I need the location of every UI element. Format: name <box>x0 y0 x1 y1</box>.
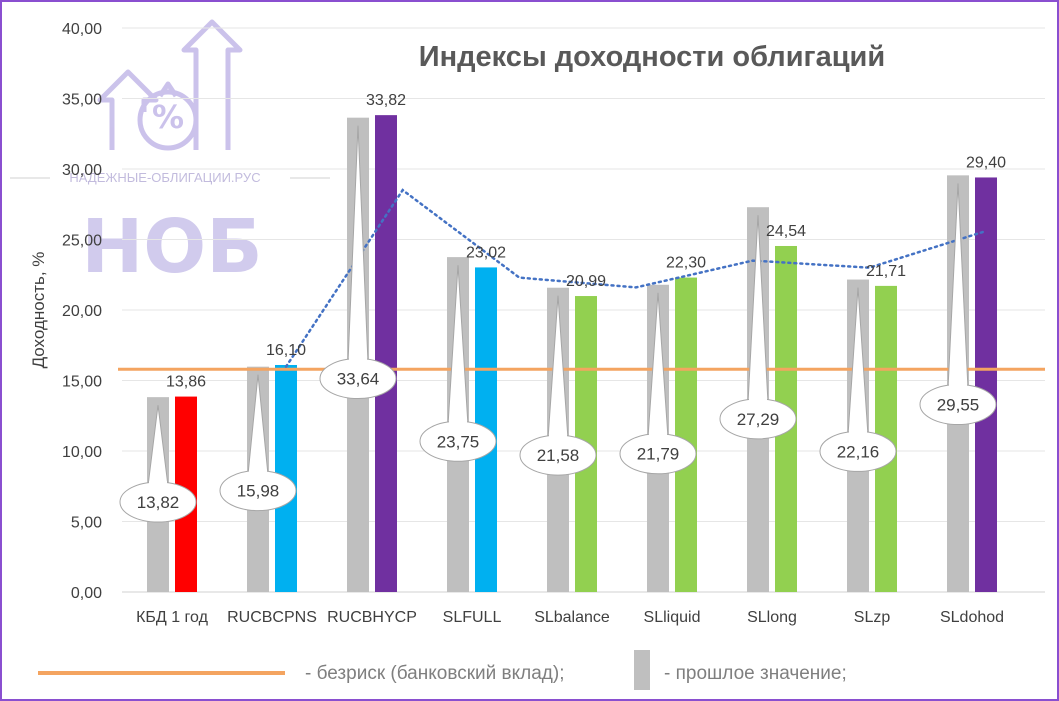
bubble-join <box>449 420 467 427</box>
x-category-label: SLbalance <box>534 609 610 626</box>
bubble-join <box>649 432 667 439</box>
watermark-brand-text: НОБ <box>81 204 262 290</box>
bubble-previous: 27,29 <box>719 215 797 440</box>
trendline-path <box>284 188 988 368</box>
bubble-previous: 23,75 <box>419 265 497 462</box>
data-label-previous: 22,16 <box>837 442 880 461</box>
bubble-join <box>149 481 167 487</box>
legend-bar-marker <box>634 650 650 690</box>
bubble-previous: 13,82 <box>119 405 197 523</box>
data-label-current: 21,71 <box>866 263 906 280</box>
percent-growth-icon <box>97 19 243 151</box>
legend: - безриск (банковский вклад); - прошлое … <box>38 650 847 690</box>
y-axis-ticks: 0,00 5,00 10,00 15,00 20,00 25,00 30,00 35,00 40… <box>62 21 102 602</box>
y-tick-label: 10,00 <box>62 444 102 461</box>
y-tick-label: 25,00 <box>62 233 102 250</box>
x-category-label: RUCBCPNS <box>227 609 317 626</box>
y-tick-label: 0,00 <box>71 585 102 602</box>
bubble-previous: 29,55 <box>919 183 997 426</box>
data-label-previous: 21,79 <box>637 445 680 464</box>
x-category-label: SLdohod <box>940 609 1004 626</box>
data-label-previous: 13,82 <box>137 493 180 512</box>
x-category-label: SLlong <box>747 609 797 626</box>
bar-current <box>675 277 697 592</box>
y-tick-label: 30,00 <box>62 162 102 179</box>
bubble-join <box>549 434 567 441</box>
y-axis-label: Доходность, % <box>29 252 48 369</box>
data-label-previous: 21,58 <box>537 446 580 465</box>
data-label-current: 29,40 <box>966 154 1006 171</box>
data-label-current: 13,86 <box>166 374 206 391</box>
legend-item-previous: - прошлое значение; <box>664 663 847 684</box>
bubble-previous: 33,64 <box>319 125 397 400</box>
x-category-label: SLliquid <box>644 609 701 626</box>
watermark: % НАДЕЖНЫЕ-ОБЛИГАЦИИ.РУС НОБ <box>10 19 330 290</box>
bubble-join <box>349 357 367 364</box>
y-tick-label: 5,00 <box>71 515 102 532</box>
bubble-previous: 21,58 <box>519 295 597 476</box>
x-category-label: RUCBHYCP <box>327 609 417 626</box>
data-label-current: 16,10 <box>266 342 306 359</box>
data-label-current: 24,54 <box>766 223 806 240</box>
data-label-current: 23,02 <box>466 244 506 261</box>
trendline <box>284 188 988 368</box>
data-label-previous: 33,64 <box>337 370 380 389</box>
bar-current <box>375 115 397 592</box>
y-tick-label: 15,00 <box>62 374 102 391</box>
data-label-previous: 23,75 <box>437 432 480 451</box>
data-label-previous: 27,29 <box>737 410 780 429</box>
bubble-previous: 15,98 <box>219 374 297 512</box>
watermark-site-text: НАДЕЖНЫЕ-ОБЛИГАЦИИ.РУС <box>69 170 260 185</box>
svg-text:%: % <box>152 98 184 136</box>
y-tick-label: 20,00 <box>62 303 102 320</box>
data-label-previous: 29,55 <box>937 396 980 415</box>
y-tick-label: 35,00 <box>62 92 102 109</box>
data-label-previous: 15,98 <box>237 482 280 501</box>
bubble-join <box>249 469 267 476</box>
x-category-label: SLzp <box>854 609 891 626</box>
bubble-previous: 22,16 <box>819 287 897 472</box>
bubble-join <box>949 383 967 390</box>
bubble-join <box>749 397 767 404</box>
bubble-previous: 21,79 <box>619 292 697 475</box>
chart-title: Индексы доходности облигаций <box>419 41 885 73</box>
data-label-current: 20,99 <box>566 273 606 290</box>
x-axis-categories: КБД 1 год RUCBCPNS RUCBHYCP SLFULL SLbalance… <box>136 609 1004 626</box>
x-category-label: SLFULL <box>443 609 502 626</box>
data-label-current: 33,82 <box>366 92 406 109</box>
bubble-join <box>849 430 867 437</box>
data-labels: 13,86 13,82 16,10 15,98 33,82 33,64 23,02 23,75… <box>119 92 1006 523</box>
bar-current <box>975 177 997 592</box>
x-category-label: КБД 1 год <box>136 609 208 626</box>
legend-item-riskfree: - безриск (банковский вклад); <box>305 663 565 684</box>
data-label-current: 22,30 <box>666 255 706 272</box>
y-tick-label: 40,00 <box>62 21 102 38</box>
